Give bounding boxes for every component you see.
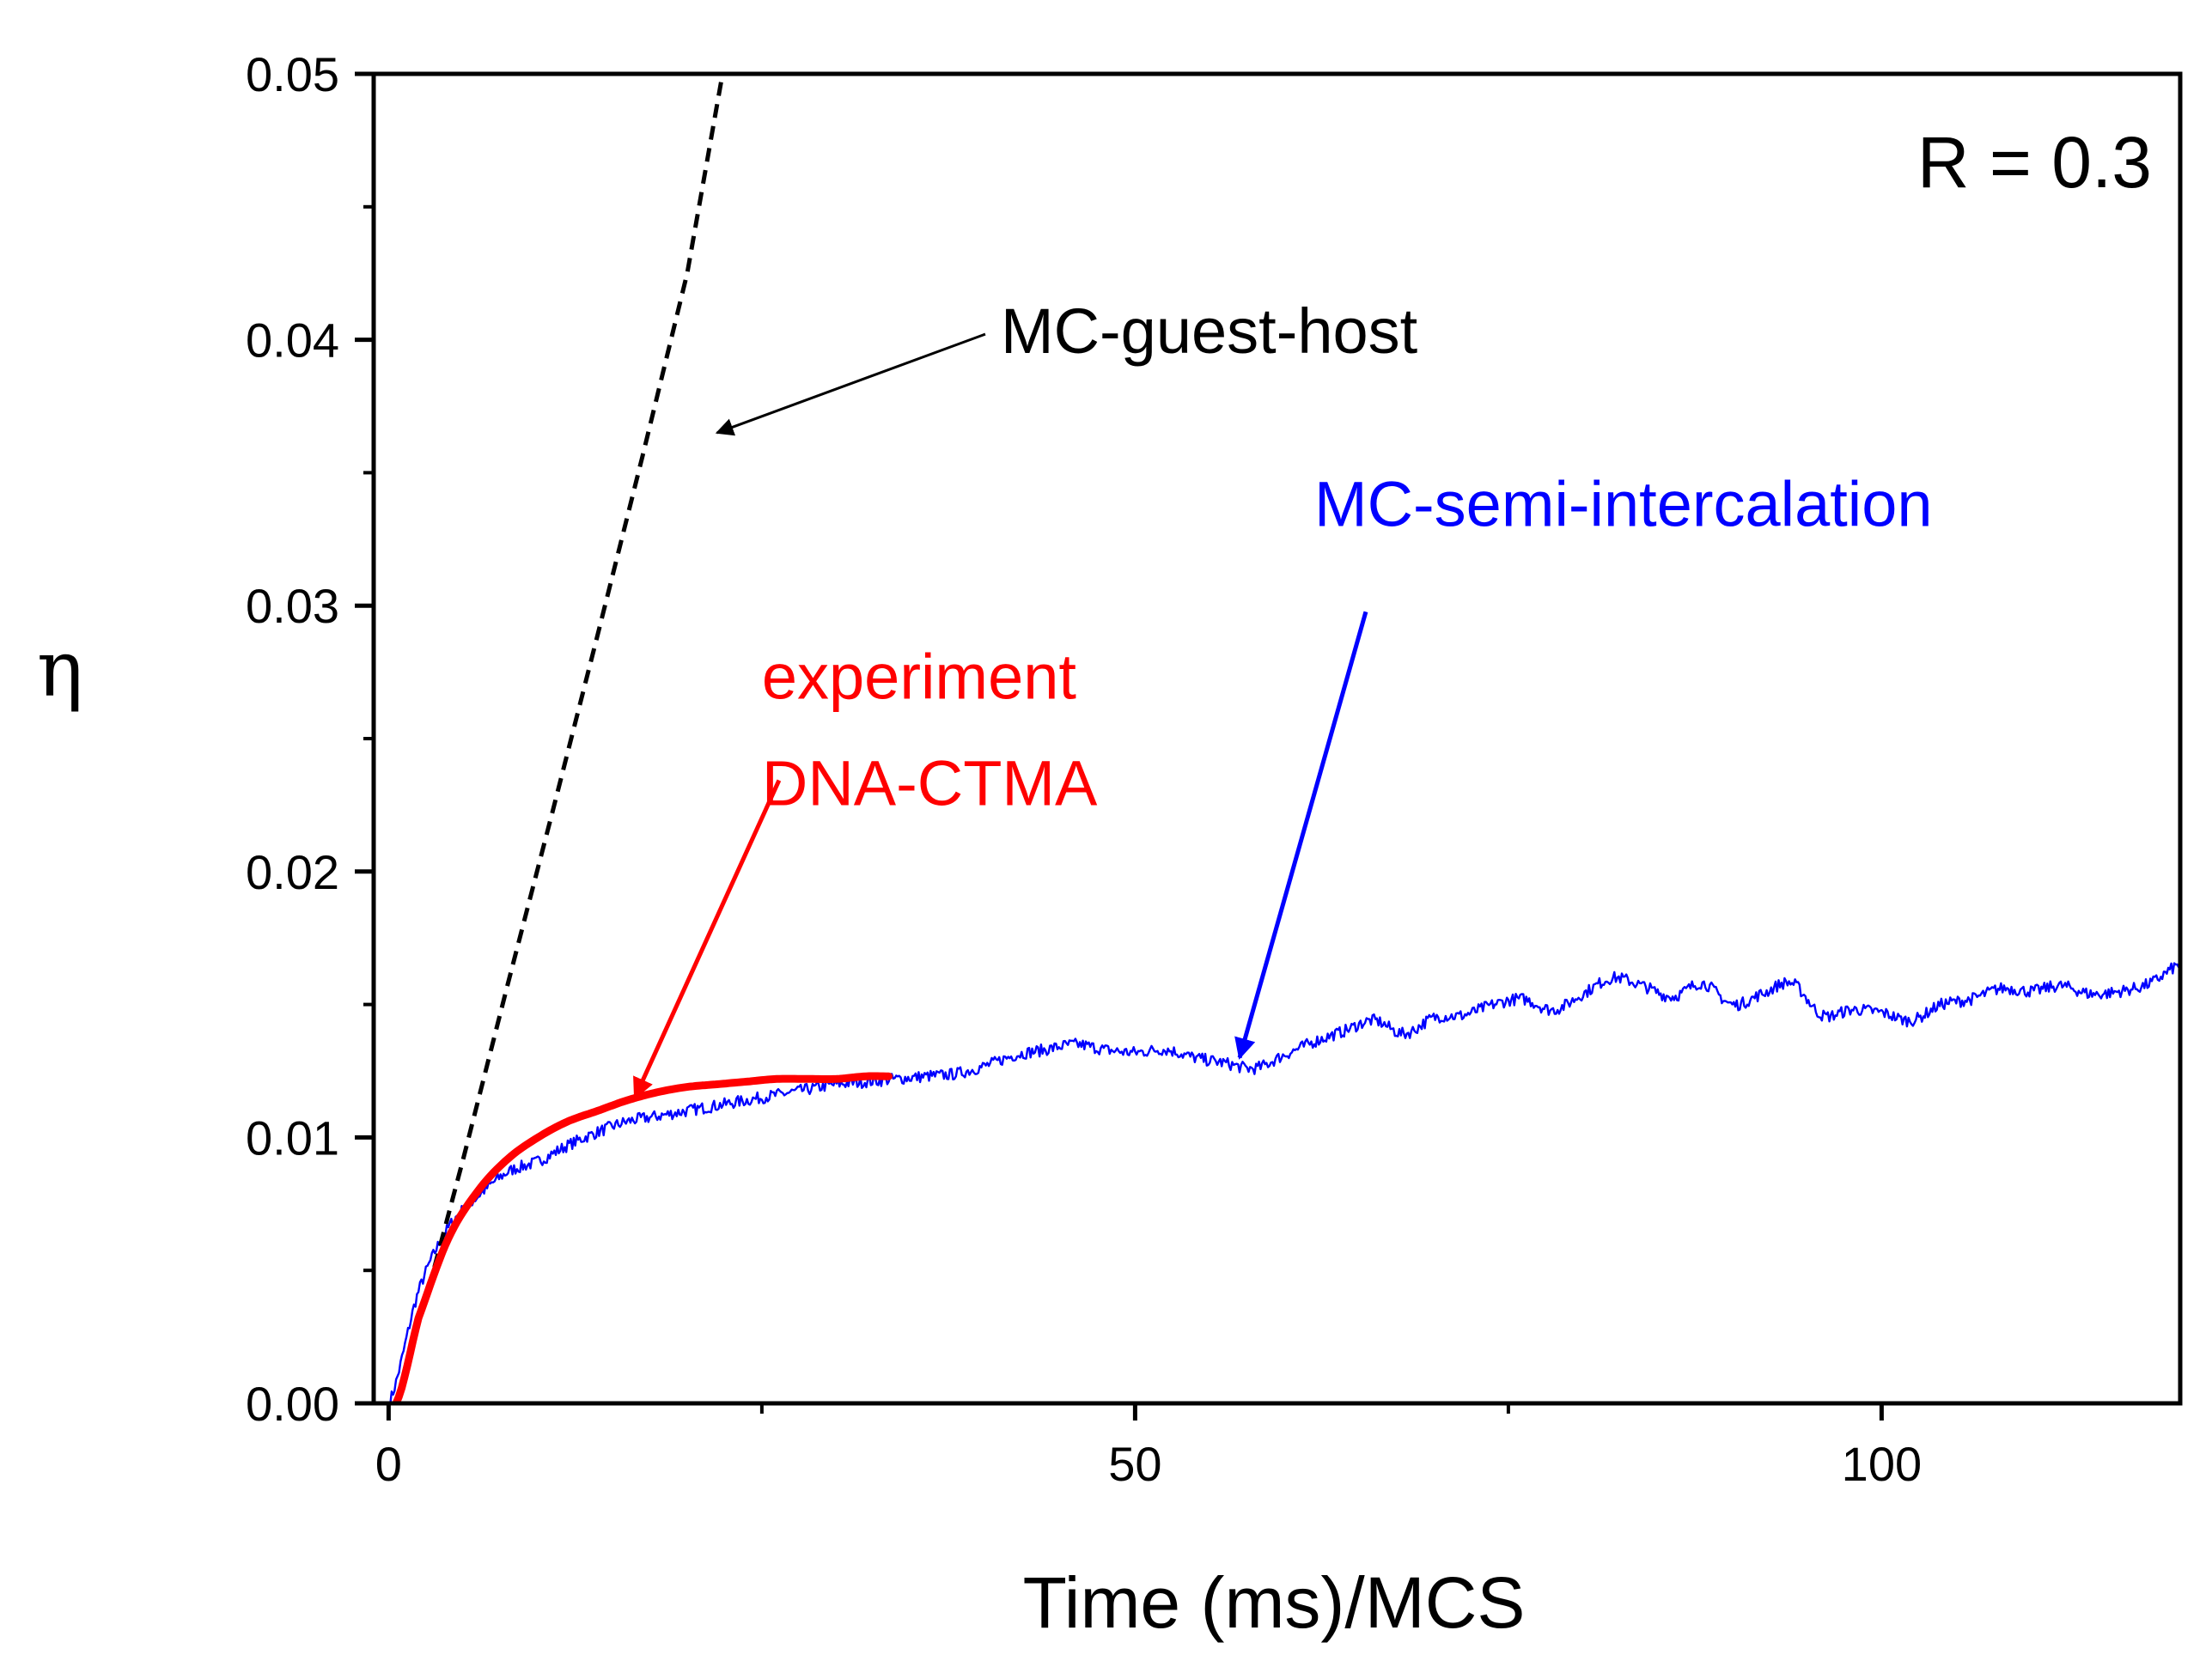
series-layer (387, 78, 2180, 1403)
annotations: MC-guest-host MC-semi-intercalation experi… (632, 295, 1933, 1100)
annotation-dna-ctma: DNA-CTMA (762, 747, 1098, 818)
x-tick-label: 0 (375, 1437, 402, 1491)
y-tick-label: 0.01 (246, 1110, 339, 1165)
series-mc-semi-intercalation (387, 962, 2180, 1403)
x-tick-label: 100 (1842, 1437, 1922, 1491)
annotation-mc-guest-host: MC-guest-host (1001, 295, 1418, 367)
y-tick-label: 0.04 (246, 313, 339, 368)
annotation-arrow (632, 779, 782, 1100)
y-tick-label: 0.03 (246, 579, 339, 633)
y-tick-label: 0.05 (246, 47, 339, 101)
panel-label: R = 0.3 (1917, 122, 2152, 203)
x-tick-label: 50 (1108, 1437, 1161, 1491)
x-axis-title: Time (ms)/MCS (1023, 1562, 1526, 1643)
axes: 0 50 100 0.00 0.01 0.02 0.03 0.04 0.05 (246, 47, 2183, 1491)
y-axis-title: η (37, 624, 83, 715)
series-mc-guest-host (420, 78, 724, 1311)
y-tick-label: 0.00 (246, 1377, 339, 1431)
annotation-mc-semi-intercalation: MC-semi-intercalation (1314, 468, 1933, 539)
annotation-arrow (1234, 611, 1368, 1060)
annotation-experiment: experiment (762, 642, 1077, 713)
plot-frame (371, 71, 2183, 1406)
y-tick-label: 0.02 (246, 845, 339, 899)
annotation-arrow (715, 332, 986, 436)
